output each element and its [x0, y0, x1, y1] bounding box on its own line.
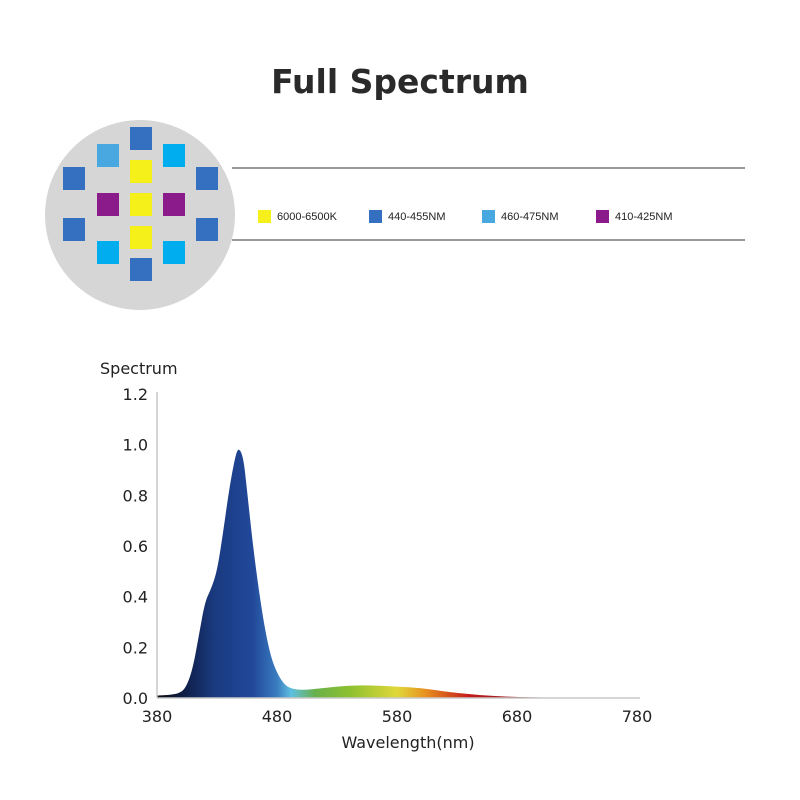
y-tick-label: 1.0 — [123, 436, 148, 455]
legend-swatch — [369, 210, 382, 223]
spectrum-area — [157, 449, 637, 698]
legend-label: 440-455NM — [388, 210, 446, 223]
legend-item: 460-475NM — [482, 210, 558, 223]
led-cyan-460 — [163, 144, 185, 167]
legend-item: 440-455NM — [369, 210, 445, 223]
led-blue-440 — [196, 218, 218, 241]
led-cyan-460-alt — [97, 144, 119, 167]
legend-item: 6000-6500K — [258, 210, 337, 223]
y-tick-label: 0.0 — [123, 689, 148, 708]
led-blue-440 — [63, 218, 85, 241]
legend-swatch — [596, 210, 609, 223]
x-tick-label: 580 — [382, 707, 413, 726]
led-violet-410 — [163, 193, 185, 216]
legend-swatch — [258, 210, 271, 223]
x-tick-label: 780 — [622, 707, 653, 726]
y-tick-label: 1.2 — [123, 385, 148, 404]
led-cyan-460 — [97, 241, 119, 264]
x-axis-label: Wavelength(nm) — [341, 733, 474, 752]
y-axis-label: Spectrum — [100, 359, 178, 378]
y-tick-label: 0.4 — [123, 588, 148, 607]
led-blue-440 — [130, 127, 152, 150]
led-blue-440 — [196, 167, 218, 190]
led-white-6000k — [130, 226, 152, 249]
led-violet-410 — [97, 193, 119, 216]
led-cyan-460 — [163, 241, 185, 264]
y-tick-label: 0.6 — [123, 537, 148, 556]
x-tick-label: 380 — [142, 707, 173, 726]
legend-label: 6000-6500K — [277, 210, 337, 223]
legend-swatch — [482, 210, 495, 223]
legend-label: 410-425NM — [615, 210, 673, 223]
led-white-6000k — [130, 193, 152, 216]
divider-bottom — [232, 239, 745, 241]
led-blue-440 — [63, 167, 85, 190]
divider-top — [232, 167, 745, 169]
x-tick-label: 680 — [502, 707, 533, 726]
x-tick-label: 480 — [262, 707, 293, 726]
legend-item: 410-425NM — [596, 210, 672, 223]
legend-label: 460-475NM — [501, 210, 559, 223]
led-blue-440 — [130, 258, 152, 281]
page-title: Full Spectrum — [271, 62, 529, 101]
led-white-6000k — [130, 160, 152, 183]
y-tick-label: 0.8 — [123, 486, 148, 505]
y-tick-label: 0.2 — [123, 638, 148, 657]
